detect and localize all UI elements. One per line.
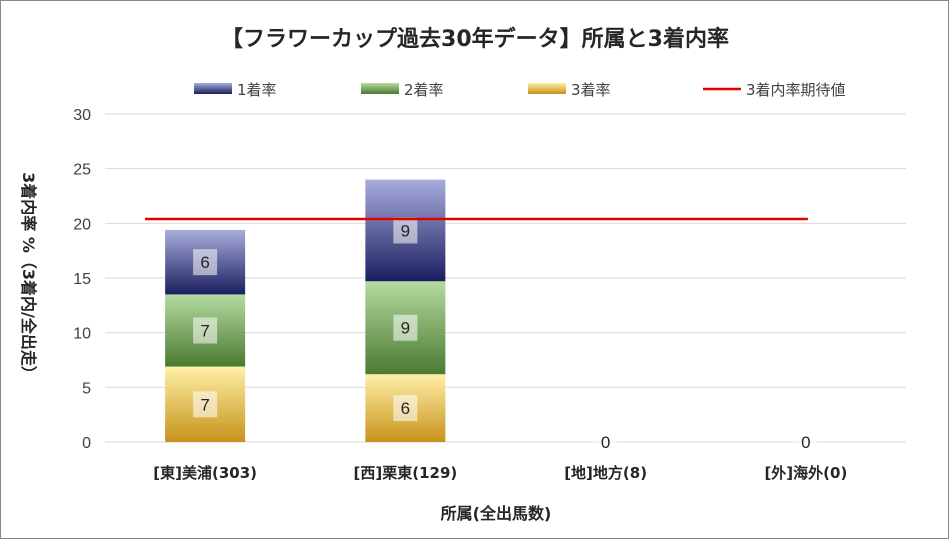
y-tick-label: 0 xyxy=(82,435,91,452)
data-label: 0 xyxy=(601,433,610,452)
y-tick-label: 20 xyxy=(73,216,91,233)
y-tick-label: 15 xyxy=(73,271,91,288)
data-label: 9 xyxy=(401,221,410,240)
y-axis-ticks: 0 5 10 15 20 25 30 xyxy=(73,107,91,452)
x-axis-categories: [東]美浦(303) [西]栗東(129) [地]地方(8) [外]海外(0) xyxy=(153,464,847,482)
data-label-box xyxy=(793,429,818,455)
data-label: 9 xyxy=(401,319,410,338)
legend-label: 3着率 xyxy=(571,81,611,99)
legend-label: 1着率 xyxy=(237,81,277,99)
legend-swatch xyxy=(194,83,232,94)
data-label: 0 xyxy=(801,433,810,452)
data-label-box xyxy=(393,217,418,244)
y-axis-title: 3着内率 %（3着内/全出走） xyxy=(19,172,38,382)
x-category-label: [東]美浦(303) xyxy=(153,464,257,482)
legend-label: 2着率 xyxy=(404,81,444,99)
x-category-label: [外]海外(0) xyxy=(764,464,847,482)
legend-label: 3着内率期待値 xyxy=(746,81,846,99)
data-label: 6 xyxy=(401,399,410,418)
y-tick-label: 10 xyxy=(73,326,91,343)
x-category-label: [西]栗東(129) xyxy=(354,464,458,482)
data-label-box xyxy=(393,314,418,341)
data-label-box xyxy=(393,395,418,422)
chart-title: 【フラワーカップ過去30年データ】所属と3着内率 xyxy=(221,26,729,52)
data-label-box xyxy=(193,249,218,276)
data-label: 7 xyxy=(200,395,209,414)
data-labels: 7 7 6 6 9 9 0 0 xyxy=(193,217,818,455)
data-label-box xyxy=(193,391,218,418)
data-label: 7 xyxy=(200,321,209,340)
data-label-box xyxy=(593,429,618,455)
y-tick-label: 5 xyxy=(82,380,91,397)
data-label: 6 xyxy=(200,253,209,272)
y-tick-label: 25 xyxy=(73,162,91,179)
y-tick-label: 30 xyxy=(73,107,91,124)
x-category-label: [地]地方(8) xyxy=(564,464,647,482)
legend: 1着率 2着率 3着率 3着内率期待値 xyxy=(194,81,846,99)
legend-swatch xyxy=(528,83,566,94)
legend-swatch xyxy=(361,83,399,94)
x-axis-title: 所属(全出馬数) xyxy=(441,504,552,523)
data-label-box xyxy=(193,317,218,344)
